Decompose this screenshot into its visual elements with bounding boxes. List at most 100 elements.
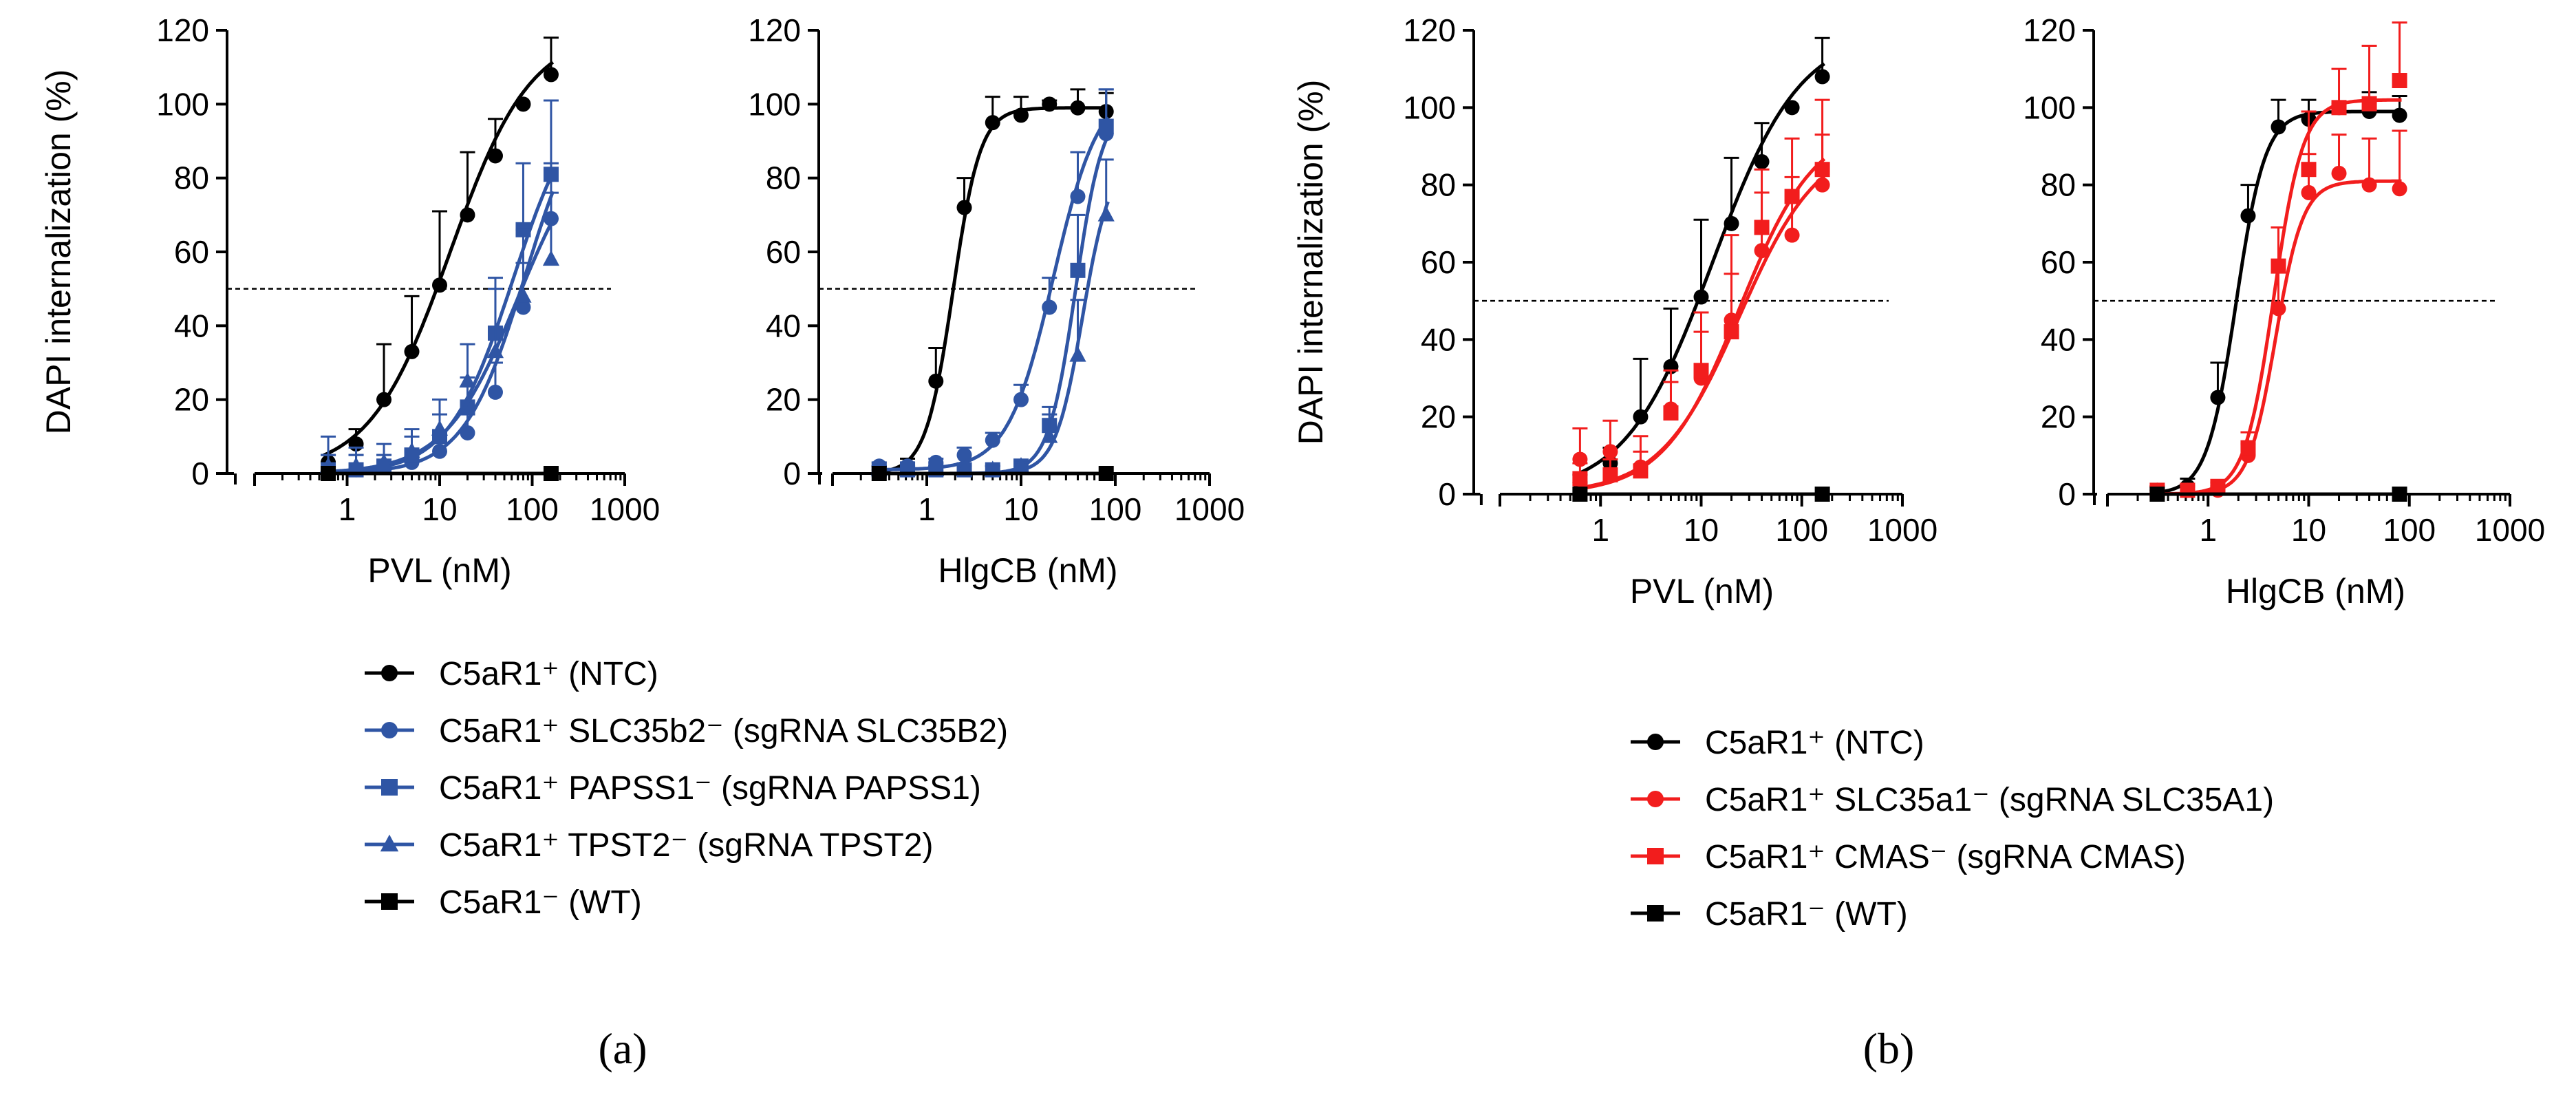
data-point [1724, 324, 1739, 340]
x-tick-label: 100 [506, 491, 559, 527]
data-point [1754, 153, 1770, 169]
series-4 [871, 466, 1114, 481]
data-point [1572, 471, 1588, 487]
series-3 [319, 191, 560, 473]
data-point [2331, 165, 2347, 181]
data-point [375, 453, 393, 469]
data-point [431, 420, 449, 436]
y-tick-label: 80 [766, 160, 801, 196]
y-tick-label: 20 [766, 382, 801, 418]
y-tick-label: 60 [2041, 244, 2076, 280]
y-tick-label: 100 [2023, 89, 2076, 125]
data-point [2301, 184, 2317, 200]
data-point [347, 457, 365, 473]
legend-marker [1647, 848, 1664, 864]
x-tick-label: 100 [2383, 512, 2436, 548]
legend-item: C5aR1⁺ SLC35a1⁻ (sgRNA SLC35A1) [1631, 782, 2274, 818]
data-point [460, 425, 475, 440]
data-point [2271, 119, 2286, 135]
legend-label: C5aR1⁺ SLC35a1⁻ (sgRNA SLC35A1) [1705, 782, 2274, 818]
data-point [515, 96, 531, 112]
x-tick-label: 1 [339, 491, 356, 527]
legend-label: C5aR1⁺ (NTC) [1705, 725, 1924, 761]
fit-curve [874, 116, 1110, 471]
data-point [2271, 258, 2286, 274]
data-point [1098, 466, 1114, 481]
x-tick-label: 10 [1684, 512, 1719, 548]
data-point [1784, 100, 1800, 116]
y-tick-label: 20 [1421, 399, 1456, 435]
legend-item: C5aR1⁺ CMAS⁻ (sgRNA CMAS) [1631, 839, 2186, 875]
fit-curve [1574, 158, 1826, 491]
data-point [985, 432, 1000, 448]
y-tick-label: 120 [2023, 12, 2076, 48]
series-3 [870, 158, 1115, 476]
data-point [2392, 73, 2407, 89]
data-point [459, 372, 476, 388]
data-point [2240, 440, 2256, 456]
x-tick-label: 1000 [1174, 491, 1245, 527]
legend-item: C5aR1⁻ (WT) [365, 884, 642, 921]
fit-curve [1574, 62, 1826, 477]
series-2 [871, 88, 1114, 478]
data-point [515, 287, 532, 303]
data-point [1572, 487, 1588, 502]
legend-label: C5aR1⁺ TPST2⁻ (sgRNA TPST2) [439, 827, 933, 864]
y-tick-label: 120 [1403, 12, 1456, 48]
x-tick-label: 10 [422, 491, 457, 527]
data-point [432, 277, 447, 293]
data-point [1070, 189, 1086, 204]
data-point [403, 442, 420, 458]
legend-label: C5aR1⁺ PAPSS1⁻ (sgRNA PAPSS1) [439, 770, 981, 807]
data-point [376, 392, 392, 407]
data-point [542, 250, 560, 266]
legend-marker [1647, 905, 1664, 922]
y-tick-label: 120 [156, 12, 209, 48]
y-tick-label: 80 [174, 160, 209, 196]
data-point [1814, 69, 1830, 85]
data-point [2271, 301, 2286, 317]
fit-curve [874, 106, 1108, 474]
panel-label-b: (b) [1863, 1024, 1915, 1073]
data-point [1097, 206, 1115, 222]
series-1 [2149, 129, 2407, 498]
legend-item: C5aR1⁺ (NTC) [365, 656, 658, 692]
y-tick-label: 100 [748, 86, 801, 122]
x-tick-label: 1 [1591, 512, 1609, 548]
y-tick-label: 0 [783, 456, 801, 491]
y-tick-label: 40 [1421, 321, 1456, 357]
data-point [1814, 177, 1830, 193]
data-point [1013, 107, 1029, 123]
data-point [1633, 409, 1649, 425]
data-point [1041, 427, 1058, 443]
legend-a: C5aR1⁺ (NTC) C5aR1⁺ SLC35b2⁻ (sgRNA SLC35… [365, 656, 1008, 921]
data-point [1724, 215, 1739, 231]
data-point [404, 343, 420, 359]
data-point [1602, 444, 1618, 460]
x-tick-label: 1000 [590, 491, 660, 527]
y-tick-label: 20 [174, 382, 209, 418]
data-point [1098, 118, 1114, 134]
x-axis-title: HlgCB (nM) [938, 551, 1117, 590]
x-tick-label: 1000 [2475, 512, 2545, 548]
fit-curve [2151, 98, 2402, 496]
data-point [985, 115, 1000, 131]
x-tick-label: 1 [918, 491, 936, 527]
y-tick-label: 60 [1421, 244, 1456, 280]
legend-label: C5aR1⁺ CMAS⁻ (sgRNA CMAS) [1705, 839, 2186, 875]
data-point [1012, 457, 1030, 473]
data-point [2361, 96, 2377, 111]
y-tick-label: 0 [1438, 476, 1456, 512]
legend-marker [381, 779, 398, 796]
y-tick-label: 0 [2058, 476, 2076, 512]
x-axis-title: HlgCB (nM) [2226, 572, 2405, 610]
y-tick-label: 120 [748, 12, 801, 48]
series-2 [1572, 98, 1830, 491]
x-tick-label: 100 [1775, 512, 1828, 548]
legend-item: C5aR1⁺ (NTC) [1631, 725, 1924, 761]
data-point [1814, 487, 1830, 502]
data-point [543, 167, 559, 182]
y-tick-label: 60 [766, 234, 801, 270]
